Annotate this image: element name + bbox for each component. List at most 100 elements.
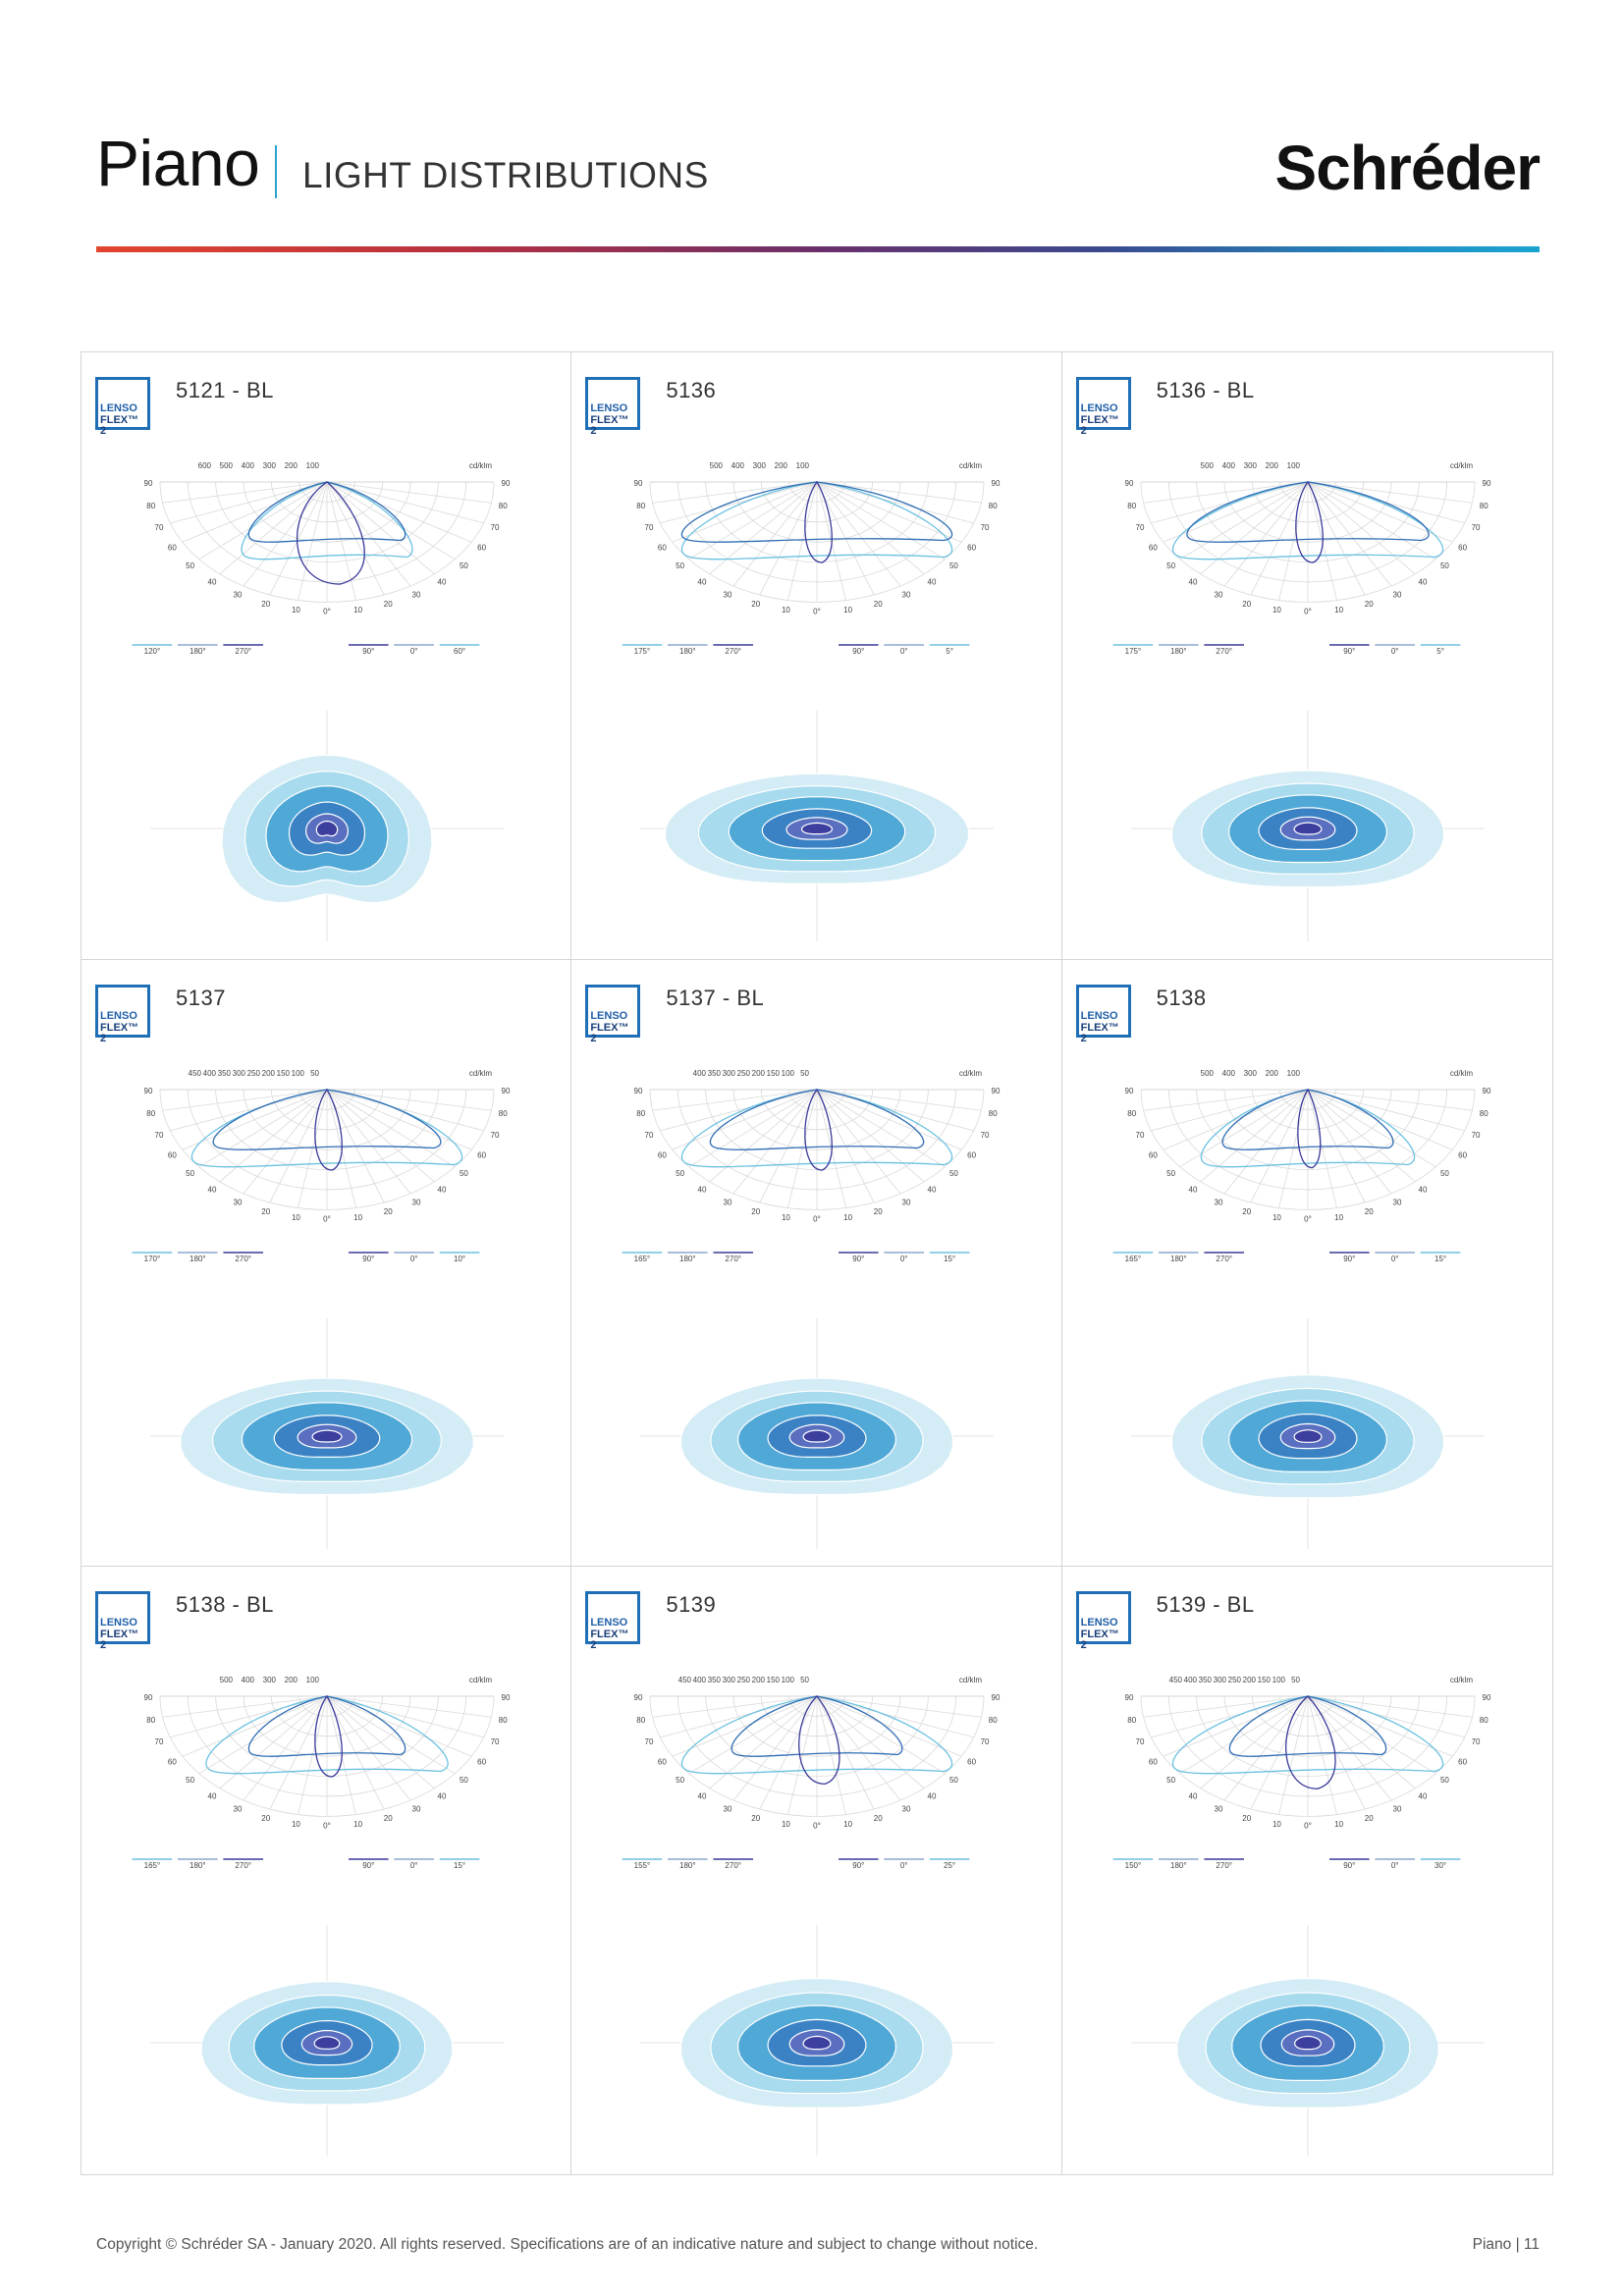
- legend-label: 270°: [726, 647, 742, 656]
- logo-line2: FLEX™ 2: [100, 1629, 139, 1652]
- angle-label: 10: [782, 1820, 790, 1829]
- angle-label: 10: [292, 606, 300, 614]
- optic-code: 5139 - BL: [1156, 1592, 1255, 1618]
- scale-label: 100: [1286, 461, 1300, 470]
- isolux-diagram: [150, 1317, 504, 1549]
- angle-label: 60: [1149, 544, 1158, 553]
- angle-zero-label: 0°: [1304, 1822, 1312, 1831]
- scale-label: 300: [263, 1676, 277, 1684]
- angle-label: 90: [144, 1087, 153, 1095]
- legend-label: 270°: [726, 1255, 742, 1263]
- angle-label: 60: [1458, 1758, 1467, 1767]
- isolux-diagram: [1130, 711, 1485, 941]
- scale-label: 300: [723, 1676, 736, 1684]
- polar-grid-ring: [1140, 1089, 1476, 1210]
- intensity-curve-c0: [681, 1088, 953, 1167]
- angle-label: 50: [1166, 1169, 1175, 1178]
- legend-label: 155°: [634, 1861, 651, 1870]
- angle-label: 60: [658, 1758, 667, 1767]
- angle-zero-label: 0°: [1304, 1214, 1312, 1223]
- isolux-diagram: [150, 1925, 504, 2157]
- intensity-curve-c0: [190, 1088, 463, 1167]
- scale-label: 200: [752, 1069, 766, 1078]
- angle-label: 60: [658, 1150, 667, 1159]
- scale-label: 150: [277, 1069, 291, 1078]
- scale-label: 350: [708, 1069, 722, 1078]
- brand-logo: Schréder: [1274, 133, 1541, 203]
- angle-label: 20: [1364, 1207, 1373, 1216]
- angle-label: 80: [1479, 502, 1488, 510]
- angle-label: 70: [155, 1737, 164, 1746]
- angle-label: 20: [384, 600, 393, 609]
- polar-diagram: 500 400 300 200 100 cd/klm 90 90 80 80 70 70 60 60 50 5…: [1112, 461, 1491, 656]
- angle-label: 40: [1418, 577, 1427, 586]
- isolux-diagram: [1130, 1925, 1485, 2157]
- logo-line2: FLEX™ 2: [1080, 1629, 1119, 1652]
- product-title: Piano: [96, 127, 260, 199]
- polar-grid-ring: [215, 1696, 439, 1778]
- isolux-diagram: [640, 1317, 995, 1549]
- angle-label: 80: [637, 502, 646, 510]
- legend-label: 180°: [189, 1255, 206, 1263]
- legend-label: 120°: [144, 647, 161, 656]
- polar-grid-ring: [1167, 481, 1447, 583]
- lensoflex-logo: LENSO FLEX™ 2: [585, 377, 641, 437]
- legend-label: 175°: [1124, 647, 1141, 656]
- isolux-contour-6: [1293, 822, 1323, 835]
- scale-label: 300: [1243, 461, 1257, 470]
- isolux-contour-6: [1293, 2036, 1322, 2051]
- unit-label: cd/klm: [469, 461, 492, 470]
- angle-label: 70: [1471, 523, 1480, 532]
- intensity-curve-max: [804, 1088, 834, 1171]
- angle-label: 70: [645, 1737, 654, 1746]
- angle-label: 30: [412, 590, 421, 599]
- legend-label: 30°: [1435, 1861, 1446, 1870]
- angle-label: 20: [1242, 1207, 1251, 1216]
- scale-label: 100: [782, 1676, 795, 1684]
- optic-code: 5138 - BL: [176, 1592, 274, 1618]
- polar-grid-ring: [270, 481, 384, 523]
- legend-label: 270°: [1216, 1255, 1232, 1263]
- legend-label: 270°: [726, 1861, 742, 1870]
- optic-code: 5121 - BL: [176, 378, 274, 402]
- polar-grid-ring: [677, 1696, 957, 1797]
- angle-label: 90: [144, 1693, 153, 1702]
- intensity-curve-c0: [681, 481, 953, 561]
- isolux-contour-6: [802, 1429, 832, 1443]
- legend-label: 175°: [634, 647, 651, 656]
- scale-label: 300: [1243, 1069, 1257, 1078]
- logo-line2: FLEX™ 2: [100, 1021, 139, 1044]
- intensity-curve-c0: [1171, 1695, 1443, 1775]
- page-number: Piano | 11: [1472, 2236, 1540, 2253]
- angle-label: 80: [1127, 1108, 1136, 1117]
- isolux-diagram: [1130, 1317, 1485, 1549]
- angle-label: 40: [928, 577, 937, 586]
- angle-label: 10: [1272, 1820, 1281, 1829]
- angle-label: 10: [1334, 606, 1343, 614]
- angle-label: 20: [1364, 600, 1373, 609]
- scale-label: 400: [731, 461, 745, 470]
- angle-label: 60: [168, 544, 177, 553]
- scale-label: 300: [723, 1069, 736, 1078]
- scale-label: 150: [767, 1676, 781, 1684]
- angle-label: 40: [438, 1792, 447, 1801]
- scale-label: 300: [233, 1069, 246, 1078]
- polar-grid-ring: [649, 1696, 985, 1818]
- unit-label: cd/klm: [959, 461, 982, 470]
- logo-line2: FLEX™ 2: [590, 1629, 629, 1652]
- intensity-curve-c90: [681, 481, 953, 543]
- angle-label: 50: [949, 561, 958, 570]
- angle-label: 80: [146, 502, 155, 510]
- angle-label: 70: [491, 1737, 500, 1746]
- legend-label: 170°: [144, 1255, 161, 1263]
- polar-diagram: 450 400 350 300 250 200 150 100 50 cd/klm 90 90 80 80…: [622, 1676, 1001, 1870]
- angle-label: 40: [1188, 577, 1197, 586]
- angle-label: 90: [992, 1087, 1001, 1095]
- unit-label: cd/klm: [469, 1676, 492, 1684]
- angle-label: 90: [1124, 1693, 1133, 1702]
- angle-label: 40: [208, 577, 217, 586]
- legend-label: 15°: [454, 1861, 465, 1870]
- polar-grid-ring: [705, 1696, 930, 1778]
- distribution-panel: LENSO FLEX™ 2 5137 450 400 350 300 250 200 150 100…: [81, 959, 572, 1568]
- unit-label: cd/klm: [1450, 1676, 1473, 1684]
